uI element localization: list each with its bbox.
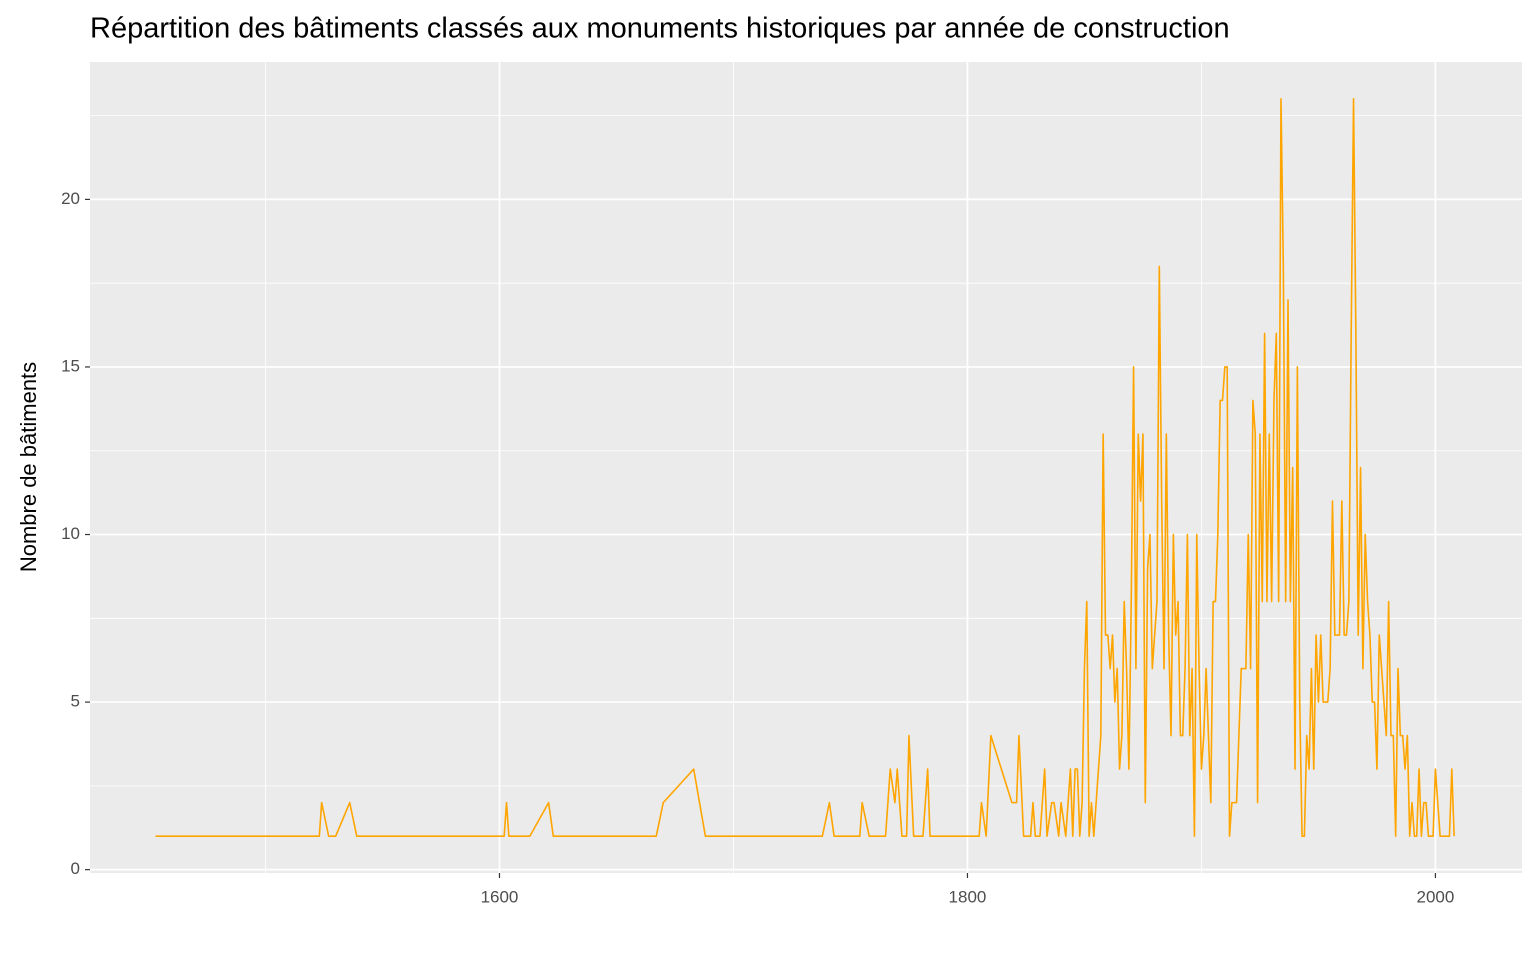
y-axis-label: Nombre de bâtiments [16, 362, 41, 572]
chart-title: Répartition des bâtiments classés aux mo… [90, 13, 1230, 45]
data-line [155, 98, 1455, 837]
plot-panel [90, 62, 1522, 873]
y-tick-label: 15 [61, 356, 80, 375]
x-tick-label: 2000 [1417, 887, 1455, 906]
x-tick-label: 1800 [949, 887, 987, 906]
x-tick-label: 1600 [481, 887, 519, 906]
y-tick-label: 0 [71, 859, 80, 878]
y-tick-label: 10 [61, 524, 80, 543]
y-tick-label: 5 [71, 692, 80, 711]
y-tick-label: 20 [61, 189, 80, 208]
